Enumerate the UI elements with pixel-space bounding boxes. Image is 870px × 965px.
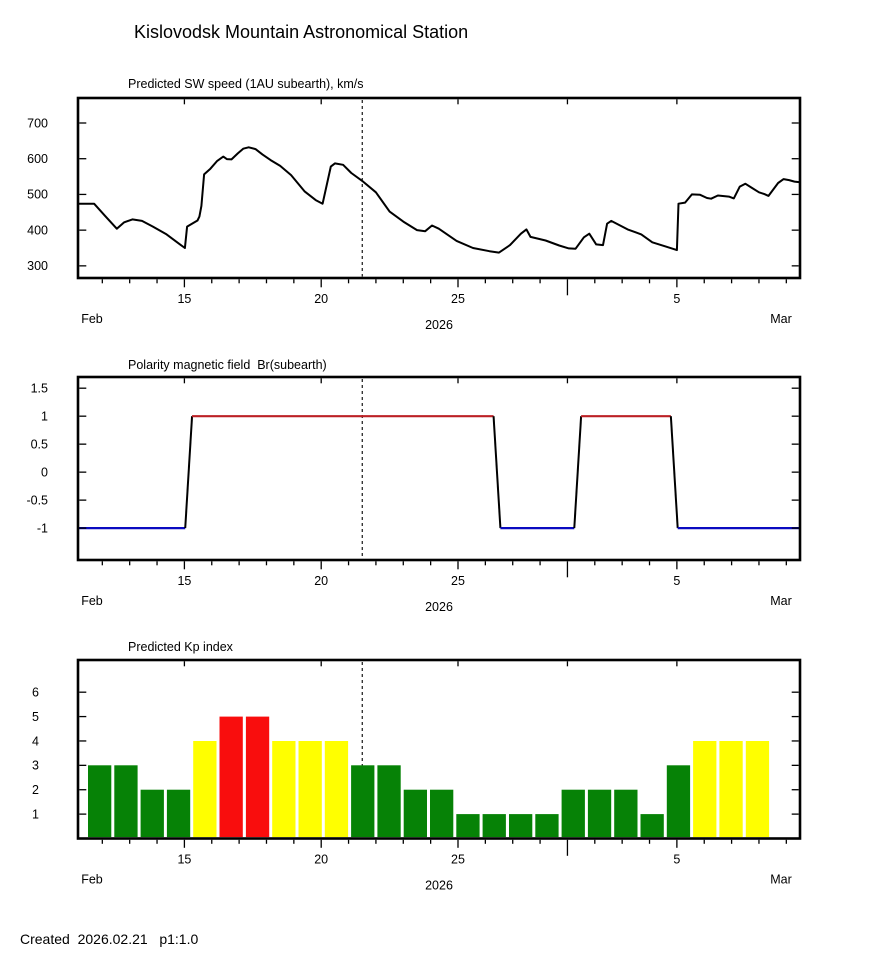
plot-frame: [76, 658, 802, 840]
time-axis-labels: 15 20 25 5 Feb Mar 2026: [81, 574, 792, 614]
year-label: 2026: [425, 318, 453, 332]
kp-bar: [745, 741, 770, 838]
y-tick-label: 1.5: [31, 381, 48, 395]
day-tick-label: 20: [314, 292, 328, 306]
polarity-transition: [573, 416, 583, 529]
day-tick-label: 25: [451, 574, 465, 588]
y-tick-label: 2: [32, 783, 39, 797]
day-tick-label: 20: [314, 574, 328, 588]
kp-bar: [456, 814, 480, 838]
y-tick-label: 600: [27, 152, 48, 166]
y-tick-label: 0.5: [31, 437, 48, 451]
month-end-label: Mar: [770, 594, 792, 608]
y-tick-label: 4: [32, 734, 39, 748]
y-tick-label: 1: [32, 807, 39, 821]
y-tick-label: 500: [27, 188, 48, 202]
polarity-plot: 1.5 1 0.5 0 -0.5 -1 15 20 25 5 Feb Mar 2026: [26, 375, 802, 614]
time-axis-ticks: [101, 99, 787, 296]
month-start-label: Feb: [81, 873, 103, 887]
value-axis-ticks: 300 400 500 600 700: [27, 116, 799, 273]
kp-bar: [193, 741, 217, 838]
y-tick-label: 700: [27, 116, 48, 130]
kp-bar: [219, 716, 243, 838]
kp-bar: [693, 741, 717, 838]
time-axis-ticks: [101, 661, 787, 856]
kp-index-chart-title: Predicted Kp index: [128, 640, 233, 654]
kp-bar: [272, 741, 296, 838]
kp-bar: [614, 789, 638, 838]
kp-bar: [403, 789, 427, 838]
polarity-transition: [184, 416, 194, 529]
day-tick-label: 5: [673, 853, 680, 867]
plot-frame: [76, 96, 802, 280]
kp-bar: [666, 765, 691, 838]
kp-bar: [351, 765, 375, 838]
y-tick-label: 400: [27, 223, 48, 237]
day-tick-label: 15: [177, 853, 191, 867]
kp-bar: [114, 765, 138, 838]
sw-speed-line: [77, 146, 801, 254]
y-tick-label: -0.5: [26, 493, 48, 507]
kp-bar: [140, 789, 164, 838]
day-tick-label: 15: [177, 292, 191, 306]
month-end-label: Mar: [770, 312, 792, 326]
polarity-transition: [492, 416, 502, 529]
day-tick-label: 25: [451, 292, 465, 306]
kp-index-plot: 1 2 3 4 5 6 15 20 25 5 Feb Mar 2026: [32, 658, 802, 893]
day-tick-label: 25: [451, 853, 465, 867]
value-axis-ticks: 1.5 1 0.5 0 -0.5 -1: [26, 381, 799, 535]
day-tick-label: 5: [673, 574, 680, 588]
day-tick-label: 5: [673, 292, 680, 306]
polarity-transition: [669, 416, 679, 529]
polarity-chart-title: Polarity magnetic field Br(subearth): [128, 358, 327, 372]
sw-speed-plot: 300 400 500 600 700 15 20 25 5 Feb Mar 2026: [27, 96, 802, 332]
y-tick-label: 300: [27, 259, 48, 273]
kp-bar: [88, 765, 112, 838]
y-tick-label: 6: [32, 685, 39, 699]
month-end-label: Mar: [770, 873, 792, 887]
kp-bar: [245, 716, 270, 838]
created-timestamp: Created 2026.02.21 p1:1.0: [20, 931, 199, 947]
kp-bar: [509, 814, 533, 838]
value-axis-ticks: 1 2 3 4 5 6: [32, 685, 799, 821]
kp-bar: [324, 741, 349, 838]
kp-bar: [482, 814, 506, 838]
kp-bar: [298, 741, 322, 838]
kp-bar: [561, 789, 585, 838]
y-tick-label: -1: [37, 521, 48, 535]
time-axis-labels: 15 20 25 5 Feb Mar 2026: [81, 292, 792, 332]
time-axis-ticks: [101, 378, 787, 578]
y-tick-label: 3: [32, 759, 39, 773]
kp-bar: [587, 789, 612, 838]
y-tick-label: 0: [41, 465, 48, 479]
month-start-label: Feb: [81, 594, 103, 608]
plot-frame: [76, 375, 802, 562]
time-axis-labels: 15 20 25 5 Feb Mar 2026: [81, 853, 792, 893]
year-label: 2026: [425, 600, 453, 614]
y-tick-label: 1: [41, 409, 48, 423]
kp-bar: [640, 814, 664, 838]
day-tick-label: 15: [177, 574, 191, 588]
kp-bar: [430, 789, 454, 838]
year-label: 2026: [425, 879, 453, 893]
kp-bar: [535, 814, 559, 838]
month-start-label: Feb: [81, 312, 103, 326]
y-tick-label: 5: [32, 710, 39, 724]
kp-bar: [166, 789, 191, 838]
kp-bar: [719, 741, 743, 838]
day-tick-label: 20: [314, 853, 328, 867]
page-title: Kislovodsk Mountain Astronomical Station: [134, 22, 469, 42]
sw-speed-chart-title: Predicted SW speed (1AU subearth), km/s: [128, 77, 364, 91]
kp-bar: [377, 765, 401, 838]
